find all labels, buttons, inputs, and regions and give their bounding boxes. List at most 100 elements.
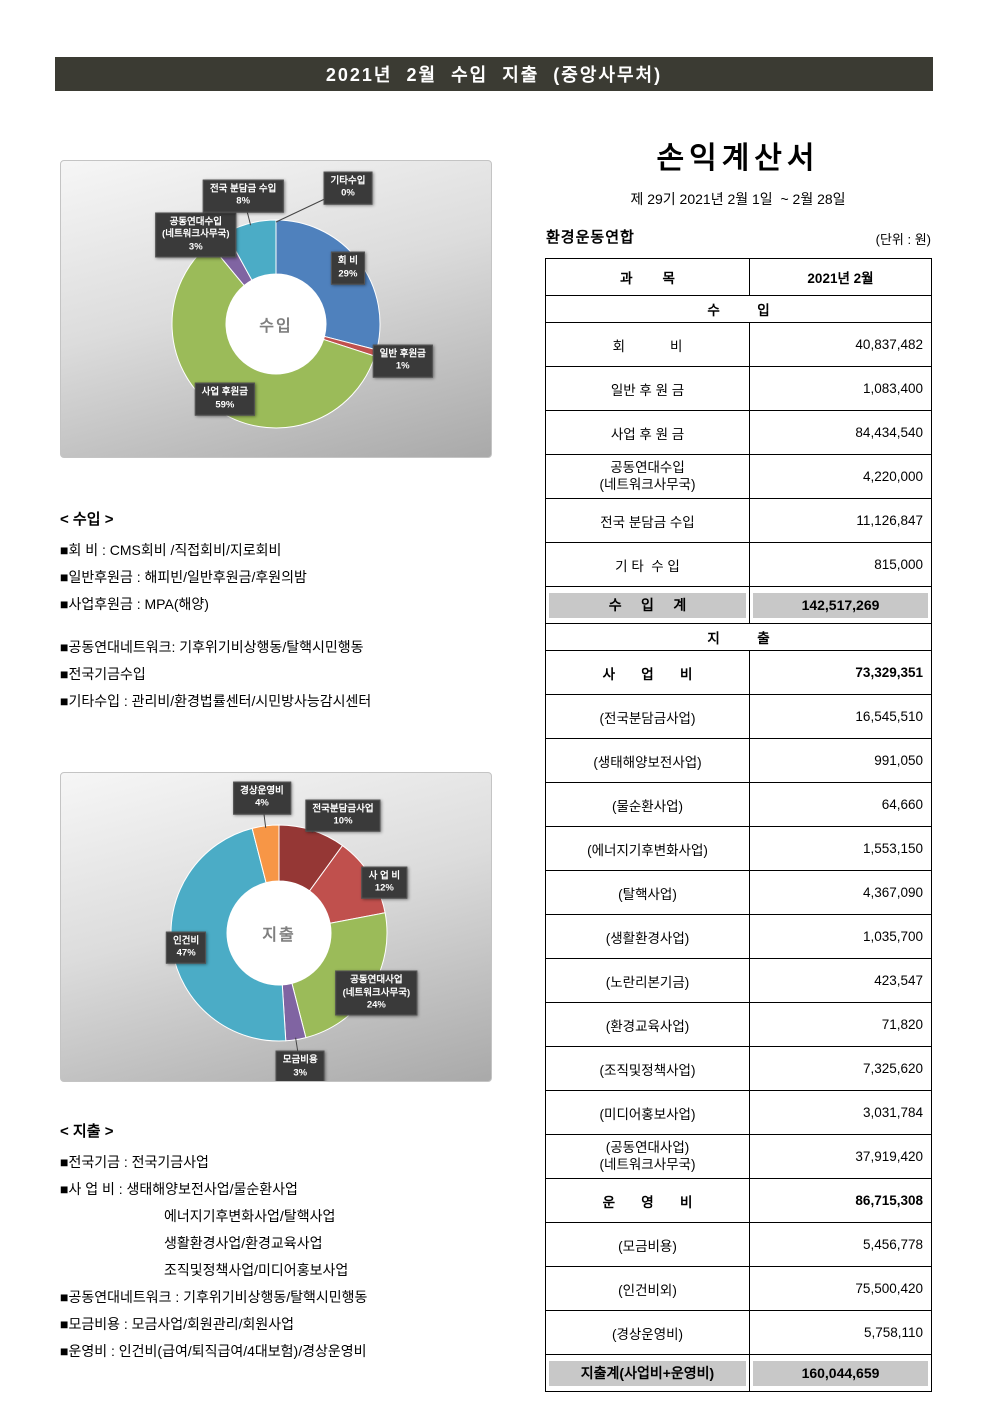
account-cell: (조직및정책사업) xyxy=(545,1046,750,1091)
table-row-item: (조직및정책사업) 7,325,620 xyxy=(545,1046,932,1091)
chart-data-label: 모금비용 3% xyxy=(275,1050,325,1081)
table-row-item: (생태해양보전사업) 991,050 xyxy=(545,738,932,783)
income-notes-lines: ■회 비 : CMS회비 /직접회비/지로회비 ■일반후원금 : 해피빈/일반후원… xyxy=(60,537,530,715)
amount-cell: 16,545,510 xyxy=(749,694,932,739)
account-cell: 사업 후 원 금 xyxy=(545,410,750,455)
account-cell: (경상운영비) xyxy=(545,1310,750,1355)
table-row-section: 지 출 xyxy=(545,623,932,651)
table-row-item: (노란리본기금) 423,547 xyxy=(545,958,932,1003)
amount-cell: 423,547 xyxy=(749,958,932,1003)
amount-cell: 5,456,778 xyxy=(749,1222,932,1267)
table-row-item: (공동연대사업) (네트워크사무국) 37,919,420 xyxy=(545,1134,932,1179)
total-amount: 142,517,269 xyxy=(753,592,928,618)
account-cell: 사 업 비 xyxy=(545,650,750,695)
statement-unit: (단위 : 원) xyxy=(875,232,931,247)
amount-cell: 7,325,620 xyxy=(749,1046,932,1091)
amount-cell: 4,220,000 xyxy=(749,454,932,499)
amount-cell: 142,517,269 xyxy=(749,586,932,624)
account-cell: 일반 후 원 금 xyxy=(545,366,750,411)
account-cell: 수 입 xyxy=(545,295,932,323)
table-row-item: 회 비 40,837,482 xyxy=(545,322,932,367)
amount-cell: 37,919,420 xyxy=(749,1134,932,1179)
note-line: ■기타수입 : 관리비/환경법률센터/시민방사능감시센터 xyxy=(60,693,372,709)
note-line: 조직및정책사업/미디어홍보사업 xyxy=(164,1262,349,1278)
account-cell: (물순환사업) xyxy=(545,782,750,827)
account-cell: (모금비용) xyxy=(545,1222,750,1267)
donut-center-label: 지출 xyxy=(262,927,296,944)
note-line: ■모금비용 : 모금사업/회원관리/회원사업 xyxy=(60,1316,294,1332)
chart-data-label: 전국분담금사업 10% xyxy=(305,799,381,832)
chart-data-label: 기타수입 0% xyxy=(323,171,373,205)
note-line: ■사 업 비 : 생태해양보전사업/물순환사업 xyxy=(60,1181,298,1197)
amount-cell: 991,050 xyxy=(749,738,932,783)
chart-data-label: 사업 후원금 59% xyxy=(194,382,256,416)
account-cell: 지 출 xyxy=(545,623,932,651)
table-row-item: (물순환사업) 64,660 xyxy=(545,782,932,827)
amount-cell: 160,044,659 xyxy=(749,1354,932,1392)
expense-notes: < 지출 > ■전국기금 : 전국기금사업 ■사 업 비 : 생태해양보전사업/물… xyxy=(60,1120,530,1365)
amount-cell: 73,329,351 xyxy=(749,650,932,695)
note-line: ■일반후원금 : 해피빈/일반후원금/후원의밤 xyxy=(60,569,307,585)
table-row-item: (전국분담금사업) 16,545,510 xyxy=(545,694,932,739)
chart-data-label: 사 업 비 12% xyxy=(361,866,408,899)
account-cell: (노란리본기금) xyxy=(545,958,750,1003)
table-row-total: 지출계(사업비+운영비) 160,044,659 xyxy=(545,1354,932,1392)
table-row-item: 일반 후 원 금 1,083,400 xyxy=(545,366,932,411)
statement-title: 손익계산서 xyxy=(656,142,820,175)
note-line: ■공동연대네트워크 : 기후위기비상행동/탈핵시민행동 xyxy=(60,1289,368,1305)
note-line: 생활환경사업/환경교육사업 xyxy=(164,1235,323,1251)
total-label: 수 입 계 xyxy=(549,592,746,618)
amount-cell: 86,715,308 xyxy=(749,1178,932,1223)
note-line: ■전국기금 : 전국기금사업 xyxy=(60,1154,209,1170)
amount-cell: 1,035,700 xyxy=(749,914,932,959)
chart-data-label: 공동연대수입 (네트워크사무국) 3% xyxy=(155,212,237,258)
table-row-bold: 사 업 비 73,329,351 xyxy=(545,650,932,695)
chart-data-label: 회 비 29% xyxy=(330,251,365,285)
amount-cell: 3,031,784 xyxy=(749,1090,932,1135)
table-row-item: (인건비외) 75,500,420 xyxy=(545,1266,932,1311)
account-cell: (탈핵사업) xyxy=(545,870,750,915)
amount-cell: 40,837,482 xyxy=(749,322,932,367)
income-donut-chart: 기타수입 0% 회 비 29% 일반 후원금 1% 사업 후원금 59% 공동연대수입 (네트워크… xyxy=(60,160,492,458)
statement-period: 제 29기 2021년 2월 1일 ~ 2월 28일 xyxy=(630,191,846,207)
total-amount: 160,044,659 xyxy=(753,1360,928,1386)
account-cell: (환경교육사업) xyxy=(545,1002,750,1047)
table-row-item: (탈핵사업) 4,367,090 xyxy=(545,870,932,915)
account-cell: 지출계(사업비+운영비) xyxy=(545,1354,750,1392)
expense-notes-heading: < 지출 > xyxy=(60,1123,114,1140)
chart-data-label: 일반 후원금 1% xyxy=(372,344,433,378)
income-notes-heading: < 수입 > xyxy=(60,511,114,528)
account-cell: 전국 분담금 수입 xyxy=(545,498,750,543)
account-cell: (생활환경사업) xyxy=(545,914,750,959)
table-row-item: (모금비용) 5,456,778 xyxy=(545,1222,932,1267)
account-cell: 운 영 비 xyxy=(545,1178,750,1223)
amount-cell: 4,367,090 xyxy=(749,870,932,915)
donut-hole xyxy=(226,274,326,374)
page-title: 2021년 2월 수입 지출 (중앙사무처) xyxy=(325,65,663,85)
amount-cell: 75,500,420 xyxy=(749,1266,932,1311)
table-row-item: (환경교육사업) 71,820 xyxy=(545,1002,932,1047)
page-title-bar: 2021년 2월 수입 지출 (중앙사무처) xyxy=(55,57,933,91)
account-cell: 기 타 수 입 xyxy=(545,542,750,587)
account-cell: 과 목 xyxy=(545,258,750,296)
table-row-item: 공동연대수입 (네트워크사무국) 4,220,000 xyxy=(545,454,932,499)
amount-cell: 11,126,847 xyxy=(749,498,932,543)
account-cell: (에너지기후변화사업) xyxy=(545,826,750,871)
table-row-section: 수 입 xyxy=(545,295,932,323)
amount-cell: 64,660 xyxy=(749,782,932,827)
chart-data-label: 전국 분담금 수입 8% xyxy=(202,179,284,213)
amount-cell: 815,000 xyxy=(749,542,932,587)
table-row-item: (경상운영비) 5,758,110 xyxy=(545,1310,932,1355)
statement-org: 환경운동연합 xyxy=(546,229,635,246)
table-row-total: 수 입 계 142,517,269 xyxy=(545,586,932,624)
table-row-header: 과 목 2021년 2월 xyxy=(545,258,932,296)
table-row-item: 전국 분담금 수입 11,126,847 xyxy=(545,498,932,543)
note-line: ■회 비 : CMS회비 /직접회비/지로회비 xyxy=(60,542,282,558)
donut-svg xyxy=(171,187,403,429)
donut-center-label: 수입 xyxy=(259,318,293,335)
table-row-item: (미디어홍보사업) 3,031,784 xyxy=(545,1090,932,1135)
amount-cell: 1,553,150 xyxy=(749,826,932,871)
amount-cell: 2021년 2월 xyxy=(749,258,932,296)
